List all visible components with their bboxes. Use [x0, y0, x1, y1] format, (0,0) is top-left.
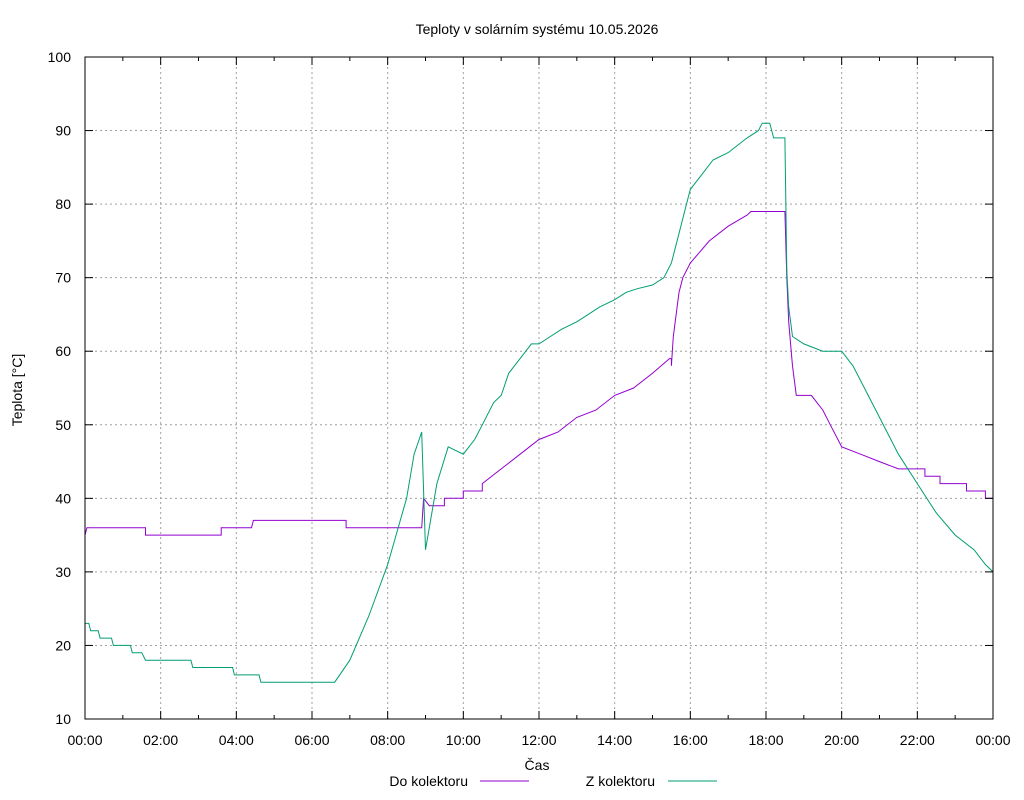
y-tick-label: 20	[55, 637, 71, 653]
x-tick-label: 06:00	[294, 732, 329, 748]
legend-label-do-kolektoru: Do kolektoru	[389, 773, 468, 789]
y-tick-label: 30	[55, 564, 71, 580]
x-tick-label: 00:00	[67, 732, 102, 748]
x-tick-label: 02:00	[143, 732, 178, 748]
x-axis-label: Čas	[525, 757, 550, 773]
y-tick-label: 100	[48, 49, 72, 65]
legend: Do kolektoru Z kolektoru	[389, 773, 717, 789]
series-line-z-kolektoru	[85, 122, 994, 683]
y-axis-label: Teplota [°C]	[9, 354, 25, 427]
series-lines	[84, 122, 994, 683]
x-tick-label: 08:00	[370, 732, 405, 748]
chart-title: Teploty v solárním systému 10.05.2026	[416, 21, 659, 37]
x-tick-label: 12:00	[521, 732, 556, 748]
legend-label-z-kolektoru: Z kolektoru	[586, 773, 655, 789]
y-tick-label: 60	[55, 343, 71, 359]
y-tick-label: 80	[55, 196, 71, 212]
x-tick-label: 20:00	[824, 732, 859, 748]
x-tick-label: 04:00	[219, 732, 254, 748]
y-tick-label: 70	[55, 270, 71, 286]
x-tick-label: 10:00	[446, 732, 481, 748]
x-tick-label: 22:00	[900, 732, 935, 748]
x-tick-label: 16:00	[673, 732, 708, 748]
x-tick-label: 14:00	[597, 732, 632, 748]
tick-labels: 10 20 30 40 50 60 70 80 90 100 00:00 02:00 04:00 06:0…	[48, 49, 1011, 748]
grid-lines	[85, 57, 993, 719]
y-tick-label: 50	[55, 417, 71, 433]
y-tick-label: 90	[55, 123, 71, 139]
series-line-do-kolektoru	[84, 211, 993, 536]
y-tick-label: 40	[55, 490, 71, 506]
y-tick-label: 10	[55, 711, 71, 727]
axis-ticks	[84, 56, 994, 720]
x-tick-label: 00:00	[975, 732, 1010, 748]
x-tick-label: 18:00	[748, 732, 783, 748]
